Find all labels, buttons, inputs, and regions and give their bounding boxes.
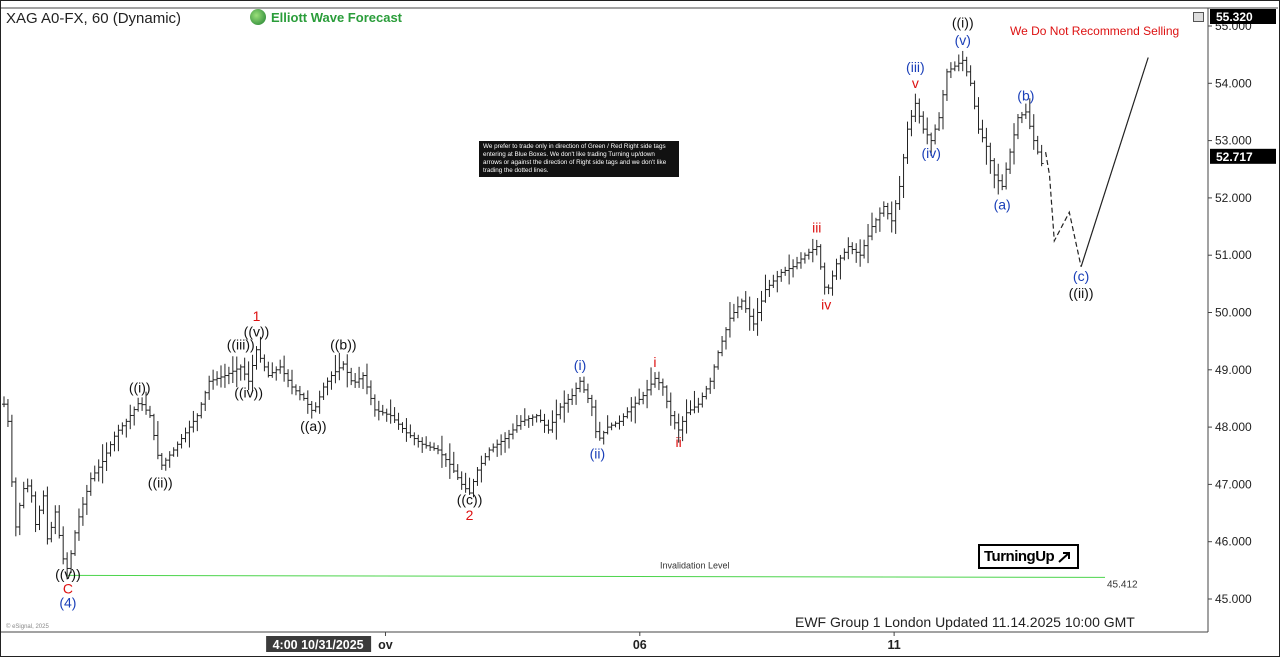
projection-layer: [1045, 57, 1149, 267]
wave-label: (iv): [921, 145, 940, 161]
wave-label: 2: [466, 507, 474, 523]
wave-label: (4): [59, 595, 76, 611]
y-tick-label: 49.000: [1215, 363, 1252, 377]
trading-note: We prefer to trade only in direction of …: [479, 141, 679, 177]
brand-name: Elliott Wave Forecast: [271, 9, 402, 25]
wave-label: (a): [994, 196, 1011, 212]
wave-label: ii: [676, 434, 682, 450]
x-tick-label: 4:00 10/31/2025: [273, 638, 364, 652]
wave-labels: ((v))C(4)((i))((ii))((iii))((iv))((v))1(…: [55, 15, 1093, 611]
footer-updated: EWF Group 1 London Updated 11.14.2025 10…: [795, 614, 1135, 630]
wave-label: iv: [821, 297, 831, 313]
ewf-logo-icon: [250, 9, 266, 25]
y-tick-label: 47.000: [1215, 477, 1252, 491]
price-badge: [1210, 148, 1276, 164]
y-tick-label: 52.000: [1215, 191, 1252, 205]
wave-label: (iii): [906, 59, 925, 75]
brand-logo: Elliott Wave Forecast: [250, 9, 402, 25]
wave-label: (i): [574, 357, 586, 373]
y-tick-label: 53.000: [1215, 134, 1252, 148]
wave-label: ((ii)): [148, 474, 173, 490]
y-tick-label: 45.000: [1215, 592, 1252, 606]
wave-label: i: [653, 354, 656, 370]
wave-label: ((iii)): [227, 337, 255, 353]
copyright: © eSignal, 2025: [6, 624, 49, 630]
wave-label: iii: [812, 219, 821, 235]
price-bars: [2, 50, 1044, 580]
wave-label: 1: [253, 308, 261, 324]
wave-label: (c): [1073, 268, 1089, 284]
projection-path: [1045, 151, 1082, 267]
wave-label: (ii): [590, 446, 606, 462]
y-tick-label: 46.000: [1215, 535, 1252, 549]
invalidation-line: [67, 574, 1106, 578]
arrow-up-right-icon: [1058, 551, 1071, 563]
invalidation-layer: Invalidation Level 45.412: [67, 560, 1138, 590]
invalidation-label: Invalidation Level: [660, 560, 730, 570]
wave-label: ((c)): [457, 491, 483, 507]
x-axis: 4:00 10/31/2025 ov 06 11: [266, 632, 901, 652]
wave-label: ((v)): [244, 324, 270, 340]
x-tick-label: 06: [633, 638, 647, 652]
invalidation-value: 45.412: [1107, 579, 1138, 590]
wave-label: C: [63, 580, 73, 596]
camera-icon[interactable]: [1193, 12, 1204, 22]
x-tick-label: 11: [888, 638, 901, 652]
wave-label: v: [912, 75, 919, 91]
x-tick-label: ov: [378, 638, 393, 652]
y-tick-label: 51.000: [1215, 248, 1252, 262]
price-badge-label: 55.320: [1216, 10, 1253, 24]
y-axis: 45.000 46.000 47.000 48.000 49.000 50.000 51.0…: [1208, 9, 1276, 606]
warning-text: We Do Not Recommend Selling: [1010, 24, 1180, 38]
chart-title: XAG A0-FX, 60 (Dynamic): [6, 10, 182, 27]
wave-label: ((v)): [55, 566, 81, 582]
wave-label: (b): [1017, 87, 1034, 103]
wave-label: ((a)): [300, 418, 326, 434]
x-highlight: [266, 636, 372, 652]
turning-up-badge: TurningUp: [978, 544, 1080, 569]
price-badge-label: 52.717: [1216, 150, 1253, 164]
wave-label: ((i)): [129, 380, 151, 396]
wave-label: ((iv)): [234, 384, 263, 400]
wave-label: ((ii)): [1069, 285, 1094, 301]
wave-label: ((i)): [952, 15, 974, 31]
turning-up-label: TurningUp: [984, 548, 1055, 565]
projection-path: [1080, 57, 1149, 267]
price-badge: [1210, 9, 1276, 24]
wave-label: (v): [955, 32, 971, 48]
y-tick-label: 50.000: [1215, 306, 1252, 320]
y-tick-label: 48.000: [1215, 420, 1252, 434]
wave-label: ((b)): [330, 337, 356, 353]
y-tick-label: 54.000: [1215, 76, 1252, 90]
